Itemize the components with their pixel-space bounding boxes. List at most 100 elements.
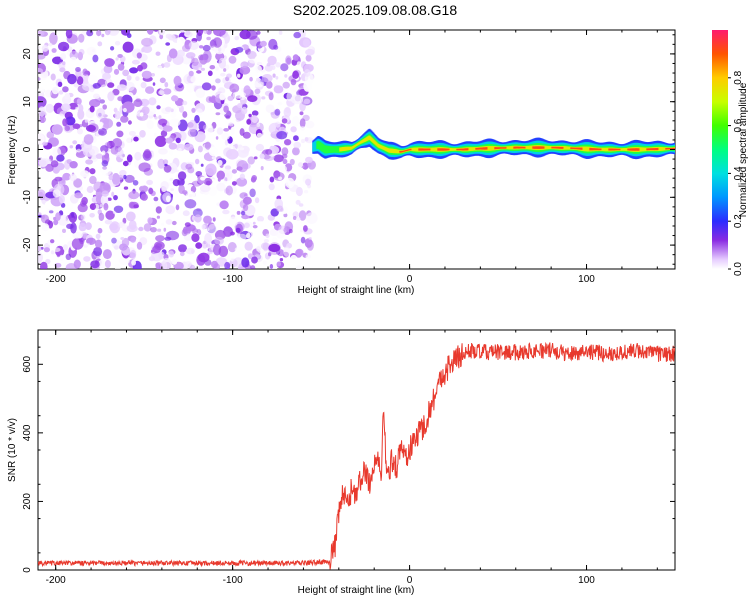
noise-blob	[279, 258, 284, 262]
noise-blob	[142, 45, 153, 53]
noise-blob	[254, 54, 267, 66]
noise-blob	[221, 132, 230, 141]
noise-blob	[181, 228, 188, 237]
ridge-cell	[505, 147, 507, 149]
ridge-cell	[548, 145, 550, 150]
noise-blob	[146, 119, 154, 130]
ridge-cell	[427, 148, 429, 151]
noise-blob	[72, 140, 78, 145]
noise-blob	[49, 174, 55, 181]
noise-blob	[176, 49, 185, 58]
ridge-cell	[629, 148, 631, 151]
ridge-cell	[327, 145, 329, 154]
ridge-cell	[468, 147, 470, 152]
noise-blob	[292, 54, 299, 61]
ridge-cell	[528, 145, 530, 150]
ridge-cell	[435, 147, 437, 152]
noise-blob	[250, 265, 256, 269]
noise-blob	[219, 92, 226, 101]
noise-blob	[303, 80, 313, 92]
noise-blob	[58, 90, 64, 95]
ridge-cell	[546, 145, 548, 150]
ridge-cell	[379, 144, 381, 149]
ridge-cell	[654, 148, 656, 151]
ridge-cell	[649, 148, 651, 151]
noise-blob	[212, 37, 223, 48]
noise-blob	[199, 184, 211, 193]
noise-blob	[89, 105, 95, 113]
y-tick-label: 10	[22, 96, 33, 108]
noise-blob	[48, 42, 53, 47]
noise-blob	[188, 41, 199, 50]
ridge-cell	[492, 145, 494, 151]
noise-blob	[68, 211, 78, 223]
noise-blob	[306, 240, 314, 251]
ridge-cell	[333, 146, 335, 153]
noise-blob	[165, 195, 171, 203]
noise-blob	[196, 30, 204, 37]
ridge-cell	[521, 146, 523, 149]
ridge-cell	[603, 147, 605, 152]
ridge-cell	[382, 145, 384, 150]
noise-blob	[52, 189, 61, 198]
noise-blob	[275, 62, 281, 68]
noise-blob	[224, 165, 232, 170]
noise-blob	[90, 260, 100, 269]
ridge-cell	[456, 148, 458, 151]
noise-blob	[217, 177, 221, 182]
ridge-cell	[578, 147, 580, 150]
noise-blob	[107, 197, 112, 201]
noise-blob	[119, 169, 127, 177]
noise-blob	[58, 194, 65, 204]
heatmap-x-ticks: -200 -100 0 100	[46, 30, 658, 285]
noise-blob	[69, 161, 78, 169]
noise-blob	[128, 130, 136, 136]
ridge-cell	[415, 147, 417, 152]
noise-blob	[54, 176, 63, 182]
ridge-cell	[320, 142, 322, 151]
noise-blob	[281, 147, 289, 156]
noise-blob	[171, 259, 178, 265]
ridge-cell	[589, 147, 591, 151]
noise-blob	[290, 94, 304, 105]
noise-blob	[171, 95, 179, 102]
noise-blob	[101, 190, 109, 197]
x-tick-label: -100	[223, 575, 243, 586]
ridge-cell	[536, 146, 538, 149]
noise-blob	[261, 74, 273, 83]
ridge-cell	[565, 146, 567, 150]
noise-blob	[185, 163, 193, 170]
noise-blob	[220, 72, 226, 77]
ridge-cell	[331, 146, 333, 153]
noise-blob	[237, 103, 243, 109]
ridge-cell	[347, 146, 349, 151]
noise-blob	[224, 139, 229, 146]
noise-blob	[215, 112, 221, 116]
noise-blob	[293, 31, 302, 39]
ridge-cell	[532, 146, 534, 149]
ridge-cell	[372, 138, 374, 143]
noise-blob	[289, 158, 295, 166]
ridge-cell	[413, 147, 415, 152]
ridge-cell	[531, 145, 533, 150]
noise-blob	[154, 132, 157, 137]
ridge-cell	[566, 146, 568, 150]
noise-blob	[224, 261, 231, 269]
ridge-cell	[450, 148, 452, 151]
noise-blob	[196, 70, 202, 74]
ridge-cell	[373, 139, 375, 144]
ridge-cell	[356, 143, 358, 146]
ridge-cell	[437, 148, 439, 151]
ridge-cell	[541, 146, 543, 149]
ridge-cell	[336, 146, 338, 153]
snr-series-line	[38, 341, 675, 570]
ridge-cell	[612, 148, 614, 151]
noise-blob	[100, 194, 109, 206]
noise-blob	[161, 222, 165, 226]
noise-blob	[251, 175, 257, 182]
ridge-cell	[339, 147, 341, 152]
noise-blob	[77, 128, 83, 135]
ridge-cell	[445, 148, 447, 151]
ridge-cell	[632, 148, 634, 151]
noise-blob	[303, 98, 311, 105]
